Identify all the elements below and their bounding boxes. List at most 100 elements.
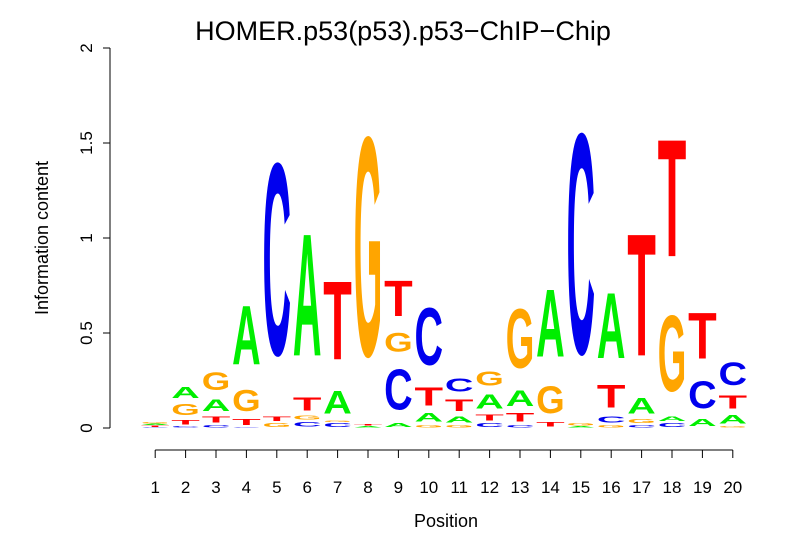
stack-position-15: AGC: [567, 67, 596, 428]
letter-A: A: [323, 384, 352, 421]
letter-A: A: [384, 422, 413, 428]
x-tick-label: 19: [693, 478, 712, 497]
chart-title: HOMER.p53(p53).p53−ChIP−Chip: [195, 16, 611, 46]
letter-C: C: [567, 67, 596, 421]
x-tick-label: 4: [242, 478, 251, 497]
letter-G: G: [627, 418, 656, 424]
x-tick-label: 17: [632, 478, 651, 497]
y-tick-label: 0: [77, 423, 96, 432]
x-tick-label: 9: [394, 478, 403, 497]
letter-A: A: [658, 415, 687, 423]
letter-C: C: [384, 358, 413, 422]
letter-G: G: [263, 422, 292, 428]
letter-G: G: [658, 294, 687, 415]
letter-T: T: [293, 394, 322, 415]
letter-T: T: [506, 411, 535, 424]
letter-A: A: [141, 424, 170, 426]
letter-G: G: [719, 426, 748, 428]
x-tick-label: 16: [602, 478, 621, 497]
letter-C: C: [141, 427, 170, 428]
letter-T: T: [354, 424, 383, 426]
y-tick-label: 2: [77, 43, 96, 52]
letter-G: G: [567, 422, 596, 426]
letter-A: A: [688, 417, 717, 428]
y-tick-label: 1.5: [77, 131, 96, 155]
letter-G: G: [171, 402, 200, 419]
letter-C: C: [688, 373, 717, 417]
letter-T: T: [719, 392, 748, 413]
y-axis-label: Information content: [32, 161, 52, 315]
letter-stacks: CTAGCTGACTAGCTGAGTCCGTACGATATGACGTGATCGA…: [141, 67, 747, 429]
x-tick-label: 18: [663, 478, 682, 497]
x-tick-label: 20: [723, 478, 742, 497]
stack-position-5: GTC: [263, 105, 292, 428]
letter-G: G: [475, 368, 504, 391]
y-axis: 0 0.5 1 1.5 2: [77, 43, 111, 433]
letter-T: T: [323, 259, 352, 384]
letter-G: G: [354, 73, 383, 423]
x-tick-label: 7: [333, 478, 342, 497]
x-tick-label: 10: [419, 478, 438, 497]
letter-A: A: [475, 390, 504, 413]
letter-G: G: [232, 384, 261, 418]
letter-T: T: [384, 271, 413, 327]
x-tick-label: 1: [150, 478, 159, 497]
letter-A: A: [506, 386, 535, 411]
y-tick-label: 1: [77, 233, 96, 242]
letter-C: C: [658, 422, 687, 428]
letter-T: T: [202, 415, 231, 424]
letter-C: C: [719, 355, 748, 392]
x-tick-label: 13: [511, 478, 530, 497]
letter-G: G: [141, 422, 170, 424]
letter-C: C: [263, 105, 292, 413]
letter-G: G: [293, 415, 322, 421]
letter-C: C: [202, 424, 231, 428]
letter-A: A: [202, 396, 231, 415]
letter-T: T: [263, 415, 292, 423]
letter-C: C: [506, 424, 535, 428]
letter-A: A: [354, 426, 383, 428]
letter-G: G: [202, 367, 231, 396]
letter-C: C: [293, 421, 322, 429]
letter-C: C: [475, 422, 504, 428]
letter-T: T: [141, 426, 170, 428]
letter-G: G: [536, 379, 565, 422]
stack-position-8: ATG: [354, 73, 383, 428]
letter-T: T: [658, 105, 687, 293]
letter-G: G: [506, 291, 535, 386]
x-tick-label: 14: [541, 478, 560, 497]
letter-A: A: [415, 411, 444, 424]
letter-A: A: [293, 197, 322, 393]
letter-G: G: [445, 424, 474, 428]
letter-G: G: [323, 420, 352, 422]
x-tick-label: 15: [571, 478, 590, 497]
letter-T: T: [415, 382, 444, 410]
letter-A: A: [171, 385, 200, 402]
letter-T: T: [688, 299, 717, 373]
letter-C: C: [232, 427, 261, 428]
letter-G: G: [415, 424, 444, 428]
x-tick-label: 3: [211, 478, 220, 497]
letter-C: C: [445, 375, 474, 396]
letter-A: A: [567, 426, 596, 428]
letter-T: T: [536, 422, 565, 429]
x-tick-label: 2: [181, 478, 190, 497]
x-tick-label: 12: [480, 478, 499, 497]
x-axis: 1 2 3 4 5 6 7 8 9 10 11 12 13 14 15 16 17 18 19 20: [150, 449, 742, 497]
letter-C: C: [597, 415, 626, 424]
stack-position-14: TGA: [536, 269, 565, 428]
x-axis-label: Position: [414, 511, 478, 531]
